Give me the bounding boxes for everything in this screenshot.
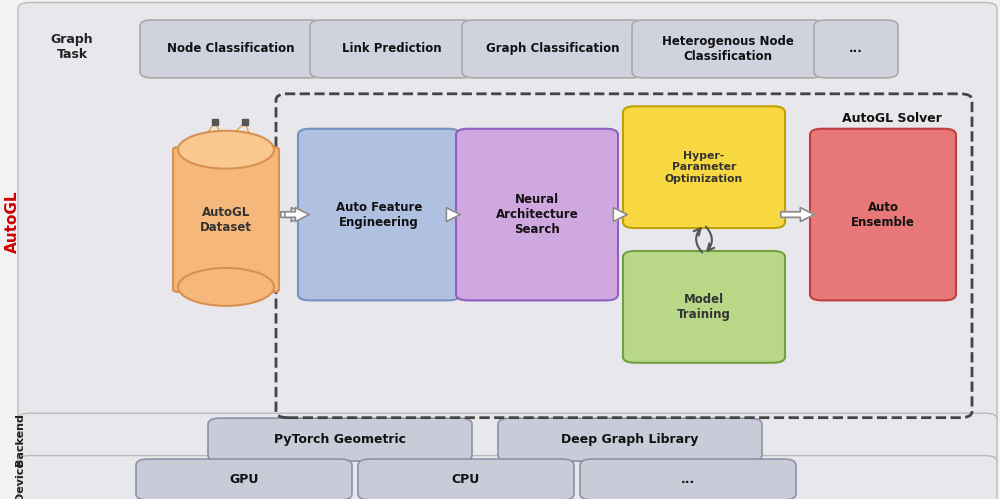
Circle shape [221,133,249,147]
FancyBboxPatch shape [814,20,898,78]
Text: Device: Device [15,459,25,499]
Text: Graph
Data: Graph Data [211,258,253,286]
FancyBboxPatch shape [208,418,472,461]
FancyBboxPatch shape [580,459,796,499]
Text: Node Classification: Node Classification [167,42,295,55]
Text: Heterogenous Node
Classification: Heterogenous Node Classification [662,35,794,63]
Text: AutoGL: AutoGL [4,191,20,253]
FancyBboxPatch shape [173,147,279,292]
FancyBboxPatch shape [632,20,824,78]
Text: Auto
Ensemble: Auto Ensemble [851,201,915,229]
Text: Graph Classification: Graph Classification [486,42,620,55]
FancyBboxPatch shape [498,418,762,461]
Text: Model
Training: Model Training [677,293,731,321]
FancyBboxPatch shape [18,456,997,499]
Text: CPU: CPU [452,473,480,486]
Text: ...: ... [849,42,863,55]
Ellipse shape [178,268,274,306]
Ellipse shape [178,131,274,169]
Circle shape [251,183,279,197]
Text: Auto Feature
Engineering: Auto Feature Engineering [336,201,422,229]
FancyBboxPatch shape [140,20,322,78]
Circle shape [231,198,259,212]
FancyBboxPatch shape [18,413,997,466]
Text: Backend: Backend [15,413,25,466]
FancyBboxPatch shape [298,129,460,300]
FancyBboxPatch shape [136,459,352,499]
Text: Link Prediction: Link Prediction [342,42,442,55]
Circle shape [246,160,274,174]
Text: Deep Graph Library: Deep Graph Library [561,433,699,446]
Text: GPU: GPU [229,473,259,486]
Text: AutoGL Solver: AutoGL Solver [842,112,942,125]
Text: Graph
Task: Graph Task [51,33,93,61]
Circle shape [196,163,224,177]
FancyBboxPatch shape [462,20,644,78]
Circle shape [221,228,249,242]
FancyBboxPatch shape [456,129,618,300]
Circle shape [201,195,229,209]
FancyBboxPatch shape [623,251,785,363]
Text: AutoGL
Dataset: AutoGL Dataset [200,206,252,234]
Text: Neural
Architecture
Search: Neural Architecture Search [496,193,578,236]
Text: ...: ... [681,473,695,486]
FancyBboxPatch shape [310,20,474,78]
FancyBboxPatch shape [358,459,574,499]
Text: PyTorch Geometric: PyTorch Geometric [274,433,406,446]
Text: Hyper-
Parameter
Optimization: Hyper- Parameter Optimization [665,151,743,184]
FancyBboxPatch shape [810,129,956,300]
FancyBboxPatch shape [623,106,785,228]
FancyBboxPatch shape [18,2,997,428]
